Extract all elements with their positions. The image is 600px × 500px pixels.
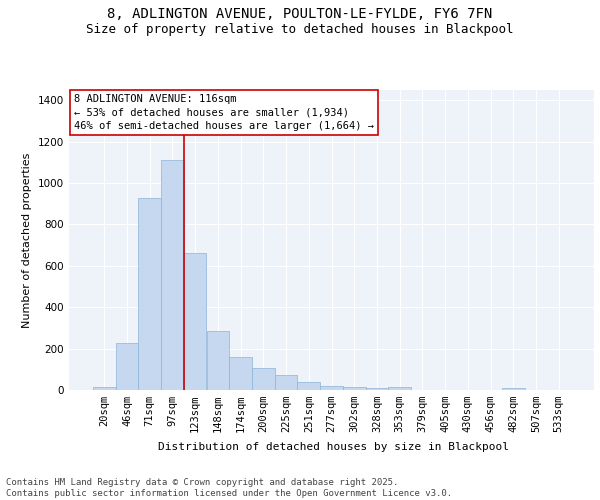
Bar (275, 375, 298, 390)
Bar (229, 357, 252, 390)
Bar (343, 387, 365, 390)
Text: Distribution of detached houses by size in Blackpool: Distribution of detached houses by size … (158, 442, 509, 452)
Bar (184, 254, 206, 390)
Bar (502, 388, 524, 390)
Text: Contains HM Land Registry data © Crown copyright and database right 2025.
Contai: Contains HM Land Registry data © Crown c… (6, 478, 452, 498)
Bar (388, 387, 411, 390)
Text: 8 ADLINGTON AVENUE: 116sqm
← 53% of detached houses are smaller (1,934)
46% of s: 8 ADLINGTON AVENUE: 116sqm ← 53% of deta… (74, 94, 374, 131)
Bar (116, 344, 139, 390)
Bar (139, 198, 161, 390)
Text: Size of property relative to detached houses in Blackpool: Size of property relative to detached ho… (86, 22, 514, 36)
Bar (320, 386, 343, 390)
Bar (161, 160, 184, 390)
Text: 8, ADLINGTON AVENUE, POULTON-LE-FYLDE, FY6 7FN: 8, ADLINGTON AVENUE, POULTON-LE-FYLDE, F… (107, 8, 493, 22)
Y-axis label: Number of detached properties: Number of detached properties (22, 152, 32, 328)
Bar (206, 331, 229, 390)
Bar (298, 382, 320, 390)
Bar (93, 387, 116, 390)
Bar (252, 368, 275, 390)
Bar (365, 388, 388, 390)
